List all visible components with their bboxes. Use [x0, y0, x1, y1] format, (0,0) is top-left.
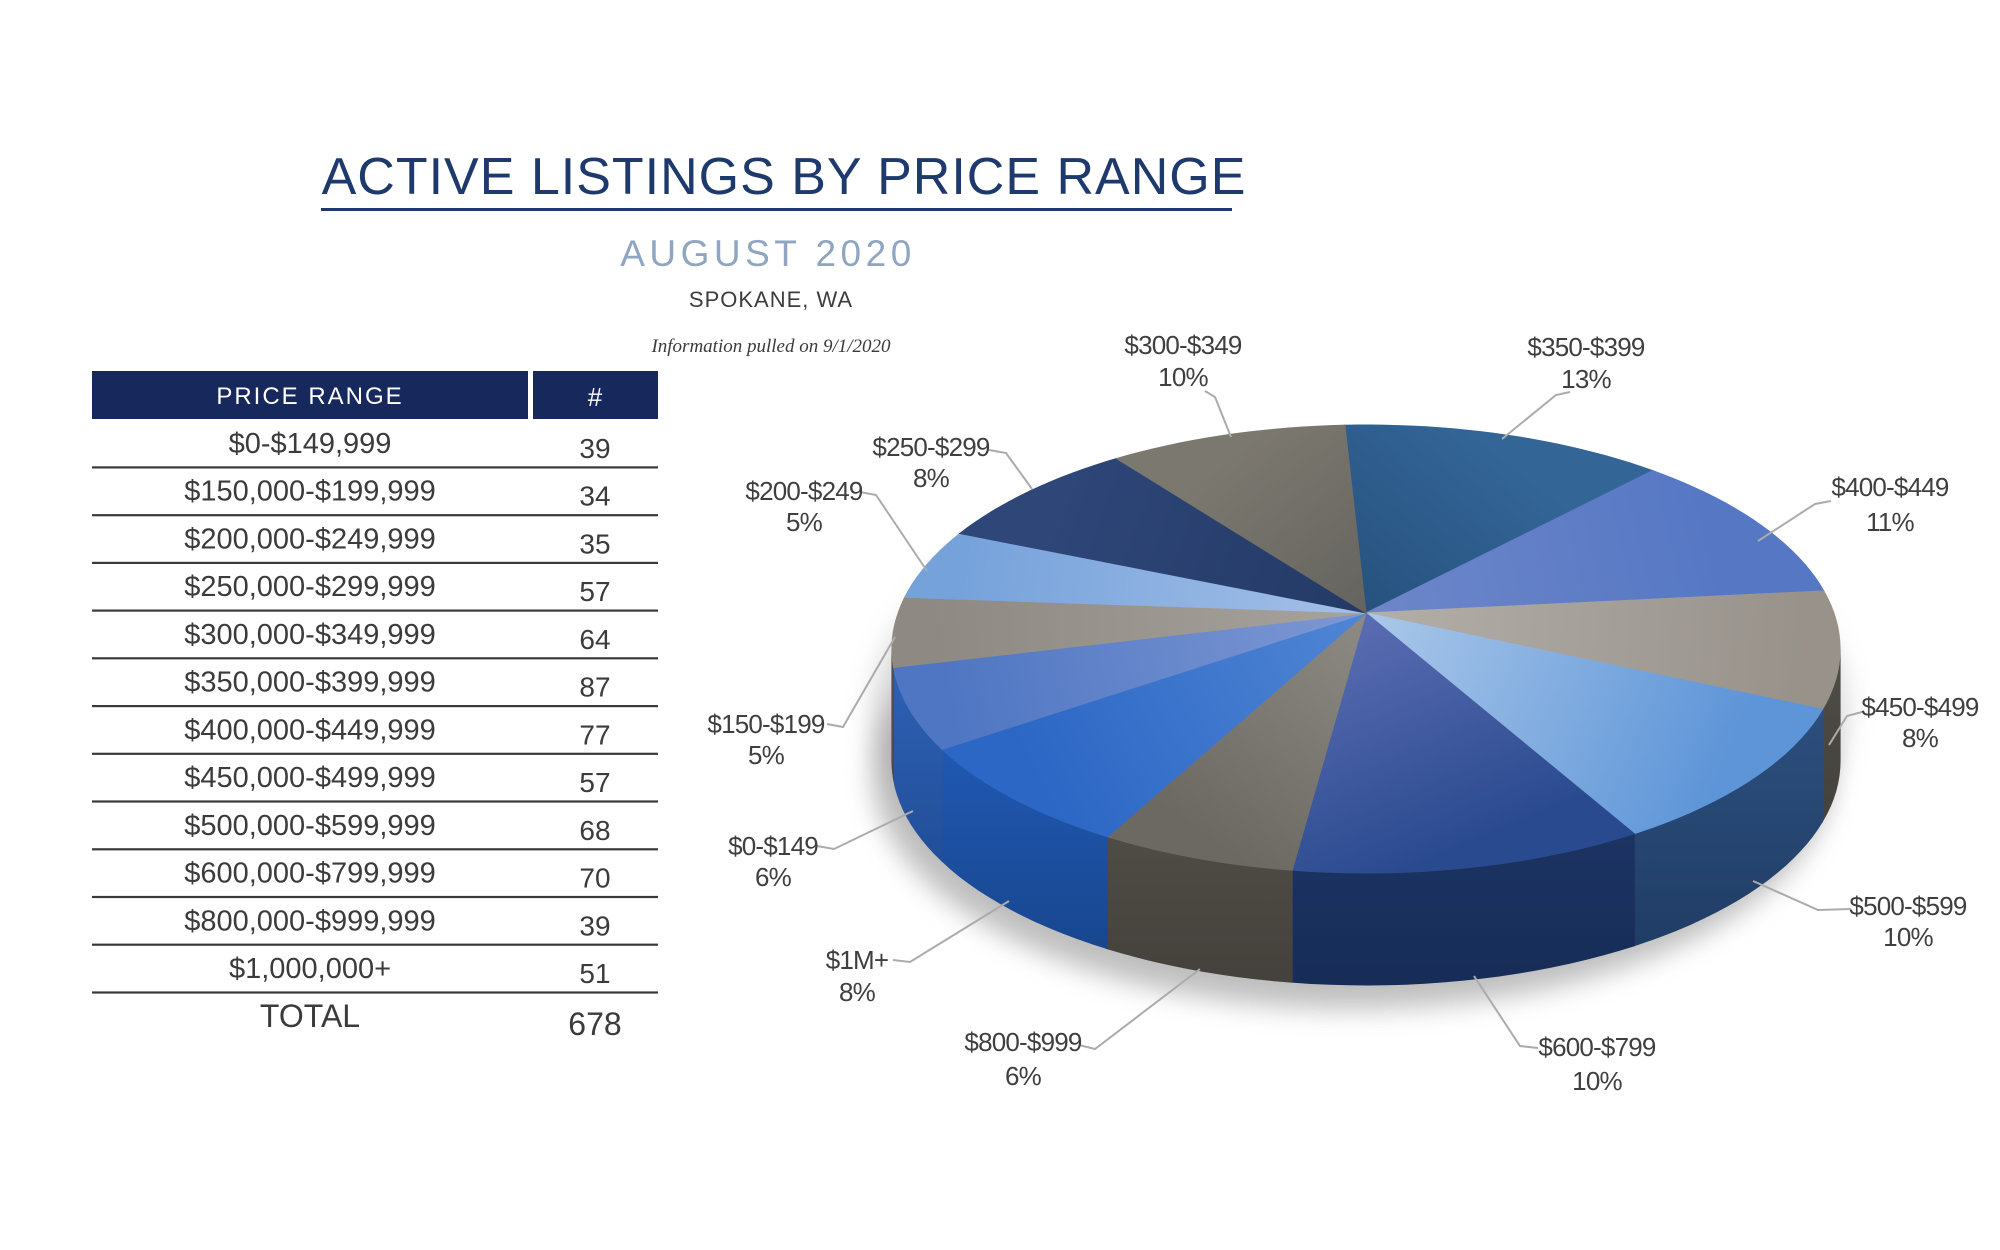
svg-text:$450-$499: $450-$499 — [1861, 692, 1978, 722]
svg-text:8%: 8% — [1902, 723, 1939, 753]
svg-text:$800-$999: $800-$999 — [964, 1027, 1081, 1057]
svg-text:SPOKANE, WA: SPOKANE, WA — [689, 287, 853, 312]
svg-text:$200-$249: $200-$249 — [745, 476, 862, 506]
svg-text:6%: 6% — [1005, 1061, 1042, 1091]
svg-text:8%: 8% — [913, 463, 950, 493]
svg-text:57: 57 — [579, 767, 610, 798]
svg-text:$150-$199: $150-$199 — [707, 709, 824, 739]
svg-text:5%: 5% — [786, 507, 823, 537]
svg-text:$450,000-$499,999: $450,000-$499,999 — [184, 762, 436, 794]
svg-text:35: 35 — [579, 528, 610, 559]
svg-text:$250,000-$299,999: $250,000-$299,999 — [184, 571, 436, 603]
svg-text:10%: 10% — [1572, 1066, 1622, 1096]
svg-text:77: 77 — [579, 719, 610, 750]
svg-text:PRICE RANGE: PRICE RANGE — [216, 383, 403, 410]
svg-text:$250-$299: $250-$299 — [872, 432, 989, 462]
svg-text:$1,000,000+: $1,000,000+ — [229, 953, 391, 985]
svg-text:$1M+: $1M+ — [826, 945, 889, 975]
svg-text:$800,000-$999,999: $800,000-$999,999 — [184, 905, 436, 937]
svg-text:51: 51 — [579, 958, 610, 989]
svg-text:10%: 10% — [1883, 922, 1933, 952]
svg-text:$300-$349: $300-$349 — [1124, 330, 1241, 360]
svg-text:$400,000-$449,999: $400,000-$449,999 — [184, 714, 436, 746]
svg-text:$150,000-$199,999: $150,000-$199,999 — [184, 476, 436, 508]
svg-text:678: 678 — [568, 1006, 621, 1042]
svg-text:39: 39 — [579, 433, 610, 464]
svg-text:10%: 10% — [1158, 362, 1208, 392]
svg-text:11%: 11% — [1866, 507, 1914, 537]
svg-text:$350,000-$399,999: $350,000-$399,999 — [184, 667, 436, 699]
svg-text:39: 39 — [579, 910, 610, 941]
svg-text:57: 57 — [579, 576, 610, 607]
svg-text:$0-$149,999: $0-$149,999 — [229, 428, 392, 460]
svg-text:64: 64 — [579, 624, 610, 655]
svg-text:8%: 8% — [839, 977, 876, 1007]
svg-text:#: # — [588, 382, 603, 412]
svg-text:$0-$149: $0-$149 — [728, 831, 818, 861]
svg-text:$500,000-$599,999: $500,000-$599,999 — [184, 810, 436, 842]
svg-text:70: 70 — [579, 863, 610, 894]
svg-text:$500-$599: $500-$599 — [1849, 891, 1966, 921]
svg-text:68: 68 — [579, 815, 610, 846]
svg-text:Information pulled on 9/1/2020: Information pulled on 9/1/2020 — [650, 336, 891, 357]
svg-text:13%: 13% — [1561, 364, 1611, 394]
svg-text:34: 34 — [579, 481, 610, 512]
svg-text:$200,000-$249,999: $200,000-$249,999 — [184, 523, 436, 555]
svg-text:TOTAL: TOTAL — [260, 998, 360, 1034]
svg-text:$400-$449: $400-$449 — [1831, 472, 1948, 502]
svg-text:$350-$399: $350-$399 — [1527, 332, 1644, 362]
svg-text:5%: 5% — [748, 740, 785, 770]
svg-text:$600,000-$799,999: $600,000-$799,999 — [184, 858, 436, 890]
svg-text:$600-$799: $600-$799 — [1538, 1032, 1655, 1062]
svg-text:AUGUST 2020: AUGUST 2020 — [620, 233, 916, 274]
svg-text:$300,000-$349,999: $300,000-$349,999 — [184, 619, 436, 651]
svg-text:ACTIVE LISTINGS BY PRICE RANGE: ACTIVE LISTINGS BY PRICE RANGE — [322, 148, 1247, 206]
svg-text:6%: 6% — [755, 862, 792, 892]
svg-text:87: 87 — [579, 672, 610, 703]
